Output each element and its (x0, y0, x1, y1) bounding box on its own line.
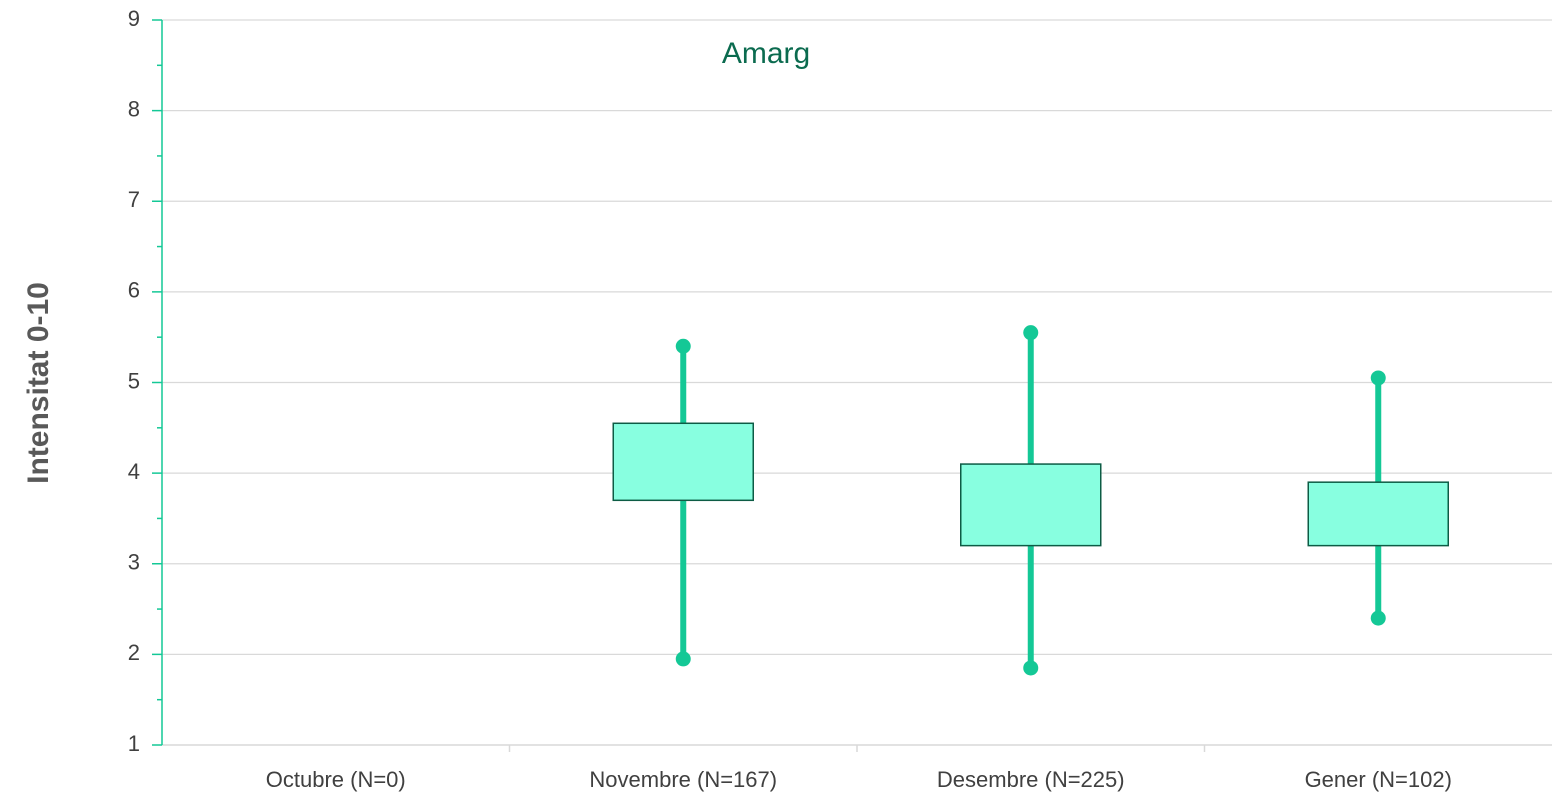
x-tick-label: Octubre (N=0) (266, 767, 406, 792)
y-tick-label: 3 (128, 550, 140, 575)
x-tick-label: Desembre (N=225) (937, 767, 1125, 792)
y-tick-label: 2 (128, 640, 140, 665)
whisker-max (1370, 370, 1386, 386)
x-tick-label: Novembre (N=167) (589, 767, 777, 792)
box (1307, 481, 1449, 547)
whisker-min (1023, 660, 1039, 676)
y-tick-label: 8 (128, 96, 140, 121)
x-tick-label: Gener (N=102) (1305, 767, 1452, 792)
whisker-min (1370, 610, 1386, 626)
whisker-max (1023, 325, 1039, 341)
y-tick-label: 6 (128, 278, 140, 303)
y-tick-label: 5 (128, 368, 140, 393)
whisker-max (675, 338, 691, 354)
whisker-min (675, 651, 691, 667)
chart-title: Amarg (722, 37, 810, 70)
y-tick-label: 7 (128, 187, 140, 212)
box (960, 463, 1102, 547)
y-tick-label: 9 (128, 6, 140, 31)
y-tick-label: 1 (128, 731, 140, 756)
box (612, 422, 754, 502)
y-tick-label: 4 (128, 459, 140, 484)
y-axis-label: Intensitat 0-10 (22, 282, 55, 484)
